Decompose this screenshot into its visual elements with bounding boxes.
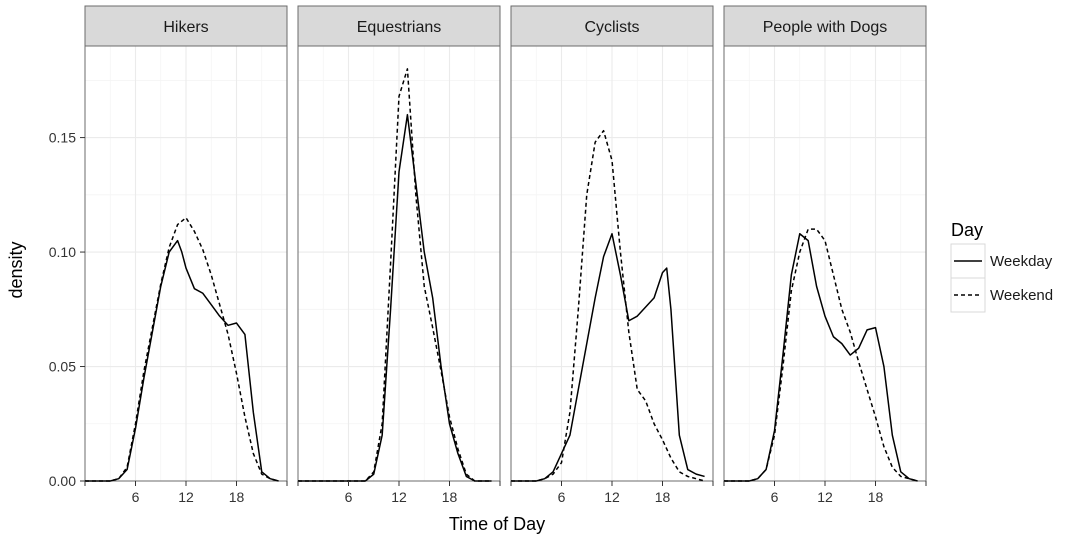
facet-strip-label: People with Dogs xyxy=(763,19,888,36)
x-tick-label: 6 xyxy=(771,489,779,505)
series-line-weekend xyxy=(85,216,279,482)
facet-panel-2: Cyclists 6 12 18 xyxy=(510,5,714,505)
x-tick-label: 18 xyxy=(229,489,245,505)
x-axis-title: Time of Day xyxy=(449,514,545,534)
legend-entry-weekday: Weekday xyxy=(950,243,1053,279)
legend-label: Weekday xyxy=(990,253,1053,270)
facet-panel-0: Hikers 6 12 18 xyxy=(84,5,288,505)
x-tick-label: 18 xyxy=(655,489,671,505)
facet-strip xyxy=(723,5,927,47)
facet-strip-label: Equestrians xyxy=(357,19,442,36)
x-tick-label: 12 xyxy=(391,489,407,505)
facet-strip-label: Cyclists xyxy=(584,19,639,36)
series-line-weekend xyxy=(724,228,918,482)
x-tick-label: 12 xyxy=(178,489,194,505)
x-tick-label: 12 xyxy=(817,489,833,505)
facet-panel-1: Equestrians 6 12 18 xyxy=(297,5,501,505)
facet-panels: Hikers 6 12 18 Equestrians 6 12 18 Cyclists 6 12 18… xyxy=(84,5,927,505)
facet-strip xyxy=(84,5,288,47)
series-line-weekday xyxy=(511,232,705,482)
x-tick-label: 6 xyxy=(558,489,566,505)
y-tick-label: 0.10 xyxy=(49,244,76,260)
x-tick-label: 18 xyxy=(442,489,458,505)
facet-strip-label: Hikers xyxy=(163,19,208,36)
x-tick-label: 18 xyxy=(868,489,884,505)
y-axis-title: density xyxy=(6,241,26,298)
y-axis: 0.00 0.05 0.10 0.15 xyxy=(49,130,85,489)
x-tick-label: 12 xyxy=(604,489,620,505)
facet-panel-3: People with Dogs 6 12 18 xyxy=(723,5,927,505)
series-line-weekday xyxy=(298,113,492,482)
legend-title: Day xyxy=(951,220,983,240)
legend-label: Weekend xyxy=(990,287,1053,304)
series-line-weekend xyxy=(298,68,492,482)
legend: Day Weekday Weekend xyxy=(950,220,1053,313)
facet-strip xyxy=(297,5,501,47)
y-tick-label: 0.05 xyxy=(49,359,76,375)
legend-entry-weekend: Weekend xyxy=(950,277,1053,313)
y-tick-label: 0.00 xyxy=(49,473,76,489)
x-tick-label: 6 xyxy=(345,489,353,505)
x-tick-label: 6 xyxy=(132,489,140,505)
series-line-weekend xyxy=(511,129,705,482)
facet-strip xyxy=(510,5,714,47)
y-tick-label: 0.15 xyxy=(49,130,76,146)
